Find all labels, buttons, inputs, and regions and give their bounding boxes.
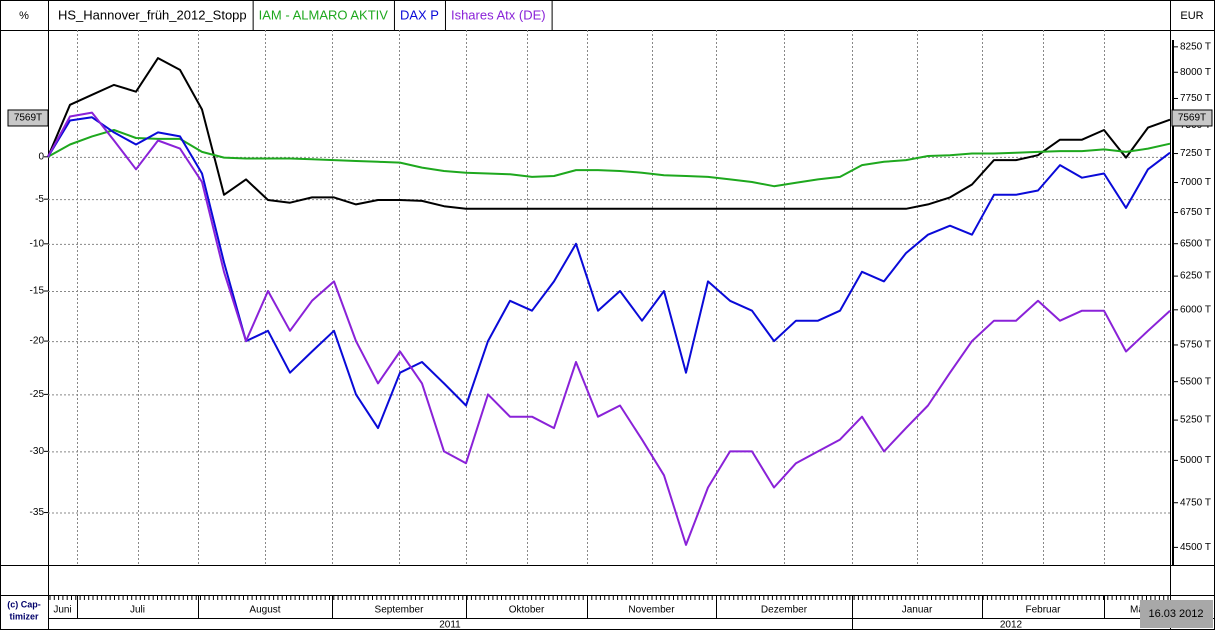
y-tick-label: 0	[38, 151, 44, 162]
end-date-box	[1140, 600, 1213, 628]
legend-entry: DAX P	[400, 7, 439, 22]
y2-tick-label: 4500 T	[1180, 542, 1211, 553]
y2-tick-label: 4750 T	[1180, 497, 1211, 508]
year-label: 2012	[1000, 620, 1023, 630]
series-line	[47, 111, 1171, 546]
series-line	[47, 116, 1171, 430]
y2-tick-label: 6000 T	[1180, 304, 1211, 315]
y-tick-label: -5	[35, 194, 44, 205]
y2-tick-label: 6250 T	[1180, 271, 1211, 282]
end-date: 16.03 2012	[1148, 608, 1203, 620]
y2-tick-label: 5500 T	[1180, 376, 1211, 387]
month-label: Januar	[902, 605, 933, 616]
y-tick-label: -35	[30, 507, 45, 518]
y-tick-label: -20	[30, 336, 45, 347]
series-line	[47, 129, 1171, 188]
month-label: August	[249, 605, 280, 616]
current-marker-label: 7569T	[1178, 113, 1206, 124]
y-tick-label: -15	[30, 286, 45, 297]
copyright: (c) Cap-	[7, 599, 41, 609]
left-axis-label: %	[19, 10, 29, 22]
y2-tick-label: 6750 T	[1180, 207, 1211, 218]
month-label: September	[375, 605, 425, 616]
y-tick-label: -30	[30, 446, 45, 457]
current-marker-label: 7569T	[14, 113, 42, 124]
current-marker	[1171, 109, 1213, 127]
y2-tick-label: 7750 T	[1180, 93, 1211, 104]
month-label: Mä	[1130, 605, 1144, 616]
series-line	[47, 57, 1171, 210]
y2-tick-label: 5250 T	[1180, 415, 1211, 426]
month-label: Juli	[130, 605, 145, 616]
month-label: November	[628, 605, 675, 616]
y2-tick-label: 7000 T	[1180, 177, 1211, 188]
copyright: timizer	[9, 611, 39, 621]
y2-tick-label: 5750 T	[1180, 340, 1211, 351]
year-label: 2011	[439, 620, 461, 630]
y-tick-label: -25	[30, 389, 45, 400]
y2-tick-label: 6500 T	[1180, 238, 1211, 249]
y2-tick-label: 7250 T	[1180, 148, 1211, 159]
y2-tick-label: 8250 T	[1180, 41, 1211, 52]
legend-entry: HS_Hannover_früh_2012_Stopp	[58, 7, 247, 22]
month-label: Juni	[53, 605, 71, 616]
month-label: Februar	[1025, 605, 1061, 616]
legend: HS_Hannover_früh_2012_Stopp IAM - ALMARO …	[58, 0, 553, 30]
y2-tick-label: 5000 T	[1180, 455, 1211, 466]
month-label: Dezember	[761, 605, 808, 616]
y-tick-label: -10	[30, 238, 45, 249]
month-label: Oktober	[509, 605, 545, 616]
right-axis-label: EUR	[1180, 10, 1203, 22]
current-marker	[7, 109, 49, 127]
y2-tick-label: 8000 T	[1180, 67, 1211, 78]
legend-entry: Ishares Atx (DE)	[451, 7, 546, 22]
legend-entry: IAM - ALMARO AKTIV	[259, 7, 389, 22]
